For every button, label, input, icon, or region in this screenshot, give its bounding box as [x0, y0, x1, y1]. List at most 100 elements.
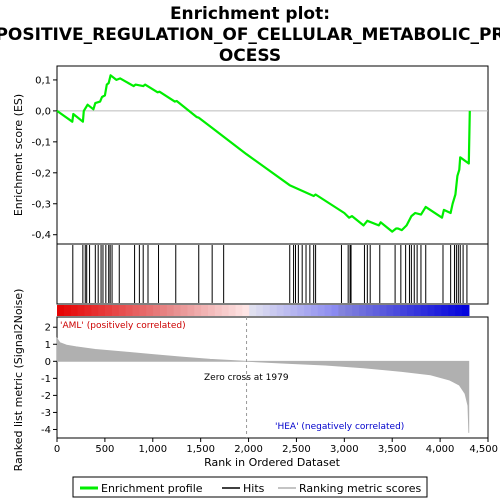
colorbar-segment-18 [180, 305, 189, 316]
chart-title-line-3: OCESS [219, 46, 281, 66]
colorbar-segment-2 [70, 305, 79, 316]
metric-y-tick-label-6: -4 [41, 425, 51, 436]
es-y-tick-label-1: 0,0 [35, 106, 51, 117]
colorbar-segment-11 [132, 305, 140, 316]
es-layer [56, 74, 488, 233]
colorbar-segment-34 [290, 305, 298, 316]
legend-profile-label: Enrichment profile [101, 482, 203, 495]
colorbar-segment-41 [338, 305, 346, 316]
es-panel-frame [56, 65, 489, 245]
colorbar-segment-51 [407, 305, 415, 316]
x-axis-label: Rank in Ordered Dataset [204, 456, 341, 469]
negative-correlation-label: 'HEA' (negatively correlated) [275, 422, 404, 432]
colorbar-segment-48 [386, 305, 394, 316]
colorbar-segment-6 [98, 305, 106, 316]
colorbar-segment-39 [324, 305, 333, 316]
colorbar-segment-33 [283, 305, 291, 316]
colorbar-segment-56 [441, 305, 449, 316]
hits-panel-frame [56, 243, 489, 305]
colorbar-segment-36 [304, 305, 312, 316]
colorbar-segment-40 [331, 305, 340, 316]
colorbar-segment-7 [105, 305, 113, 316]
legend-hits-label: Hits [243, 482, 265, 495]
colorbar-segment-58 [455, 305, 463, 316]
colorbar-segment-32 [276, 305, 285, 316]
metric-layer [56, 317, 470, 438]
colorbar-segment-8 [111, 305, 120, 316]
colorbar-segment-53 [420, 305, 429, 316]
colorbar-segment-37 [310, 305, 319, 316]
metric-y-tick-label-1: 1 [45, 340, 51, 351]
es-y-tick-label-4: -0,3 [31, 199, 51, 210]
colorbar-segment-1 [63, 305, 72, 316]
x-tick-label-9: 4,500 [469, 444, 498, 455]
metric-y-tick-label-3: -1 [41, 374, 51, 385]
x-tick-label-4: 2,000 [234, 444, 263, 455]
colorbar-segment-43 [352, 305, 360, 316]
colorbar-segment-50 [400, 305, 408, 316]
colorbar-segment-0 [57, 305, 65, 316]
ranking-metric-area [56, 336, 470, 433]
es-y-tick-label-2: -0,1 [31, 137, 51, 148]
x-tick-label-2: 1,000 [138, 444, 167, 455]
hits-layer [72, 245, 468, 303]
legend-box [72, 476, 428, 498]
es-y-tick-label-5: -0,4 [31, 230, 51, 241]
colorbar-segment-24 [221, 305, 230, 316]
colorbar-segment-17 [173, 305, 182, 316]
colorbar-segment-30 [262, 305, 271, 316]
colorbar-layer [57, 305, 470, 316]
colorbar-segment-12 [139, 305, 147, 316]
colorbar-segment-15 [159, 305, 168, 316]
colorbar-segment-28 [249, 305, 257, 316]
x-tick-label-5: 2,500 [282, 444, 311, 455]
colorbar-segment-54 [427, 305, 436, 316]
legend-metric-label: Ranking metric scores [299, 482, 421, 495]
colorbar-segment-57 [448, 305, 456, 316]
metric-y-tick-label-2: 0 [45, 357, 51, 368]
colorbar-segment-25 [228, 305, 237, 316]
metric-y-tick-label-0: 2 [45, 323, 51, 334]
colorbar-segment-20 [194, 305, 202, 316]
colorbar-segment-46 [372, 305, 381, 316]
colorbar-segment-35 [297, 305, 305, 316]
colorbar-segment-52 [413, 305, 422, 316]
colorbar-segment-49 [393, 305, 401, 316]
x-tick-label-1: 500 [95, 444, 114, 455]
colorbar-segment-59 [461, 305, 470, 316]
colorbar-segment-27 [242, 305, 250, 316]
x-tick-label-7: 3,500 [378, 444, 407, 455]
metric-y-tick-label-5: -3 [41, 408, 51, 419]
es-y-tick-label-0: 0,1 [35, 75, 51, 86]
chart-title-line-2: POSITIVE_REGULATION_OF_CELLULAR_METABOLI… [0, 25, 500, 45]
colorbar-segment-14 [153, 305, 161, 316]
x-tick-label-6: 3,000 [330, 444, 359, 455]
colorbar-segment-9 [118, 305, 127, 316]
colorbar-segment-31 [269, 305, 278, 316]
colorbar-segment-16 [166, 305, 175, 316]
metric-y-axis-label: Ranked list metric (Signal2Noise) [12, 289, 25, 472]
zero-cross-label: Zero cross at 1979 [204, 373, 289, 383]
enrichment-profile-line [56, 74, 471, 233]
colorbar-segment-55 [434, 305, 442, 316]
es-y-tick-label-3: -0,2 [31, 168, 51, 179]
metric-y-tick-label-4: -2 [41, 391, 51, 402]
colorbar-segment-47 [379, 305, 388, 316]
colorbar-segment-22 [208, 305, 216, 316]
colorbar-segment-38 [317, 305, 326, 316]
colorbar-segment-23 [214, 305, 223, 316]
metric-panel-frame [56, 316, 489, 439]
positive-correlation-label: 'AML' (positively correlated) [60, 321, 186, 331]
colorbar-segment-44 [359, 305, 367, 316]
colorbar-segment-3 [77, 305, 86, 316]
colorbar-segment-5 [91, 305, 99, 316]
x-tick-label-0: 0 [54, 444, 60, 455]
colorbar-segment-10 [125, 305, 134, 316]
colorbar-segment-29 [256, 305, 264, 316]
x-tick-label-3: 1,500 [186, 444, 215, 455]
colorbar-segment-21 [201, 305, 209, 316]
colorbar-segment-45 [365, 305, 374, 316]
colorbar-segment-42 [345, 305, 353, 316]
